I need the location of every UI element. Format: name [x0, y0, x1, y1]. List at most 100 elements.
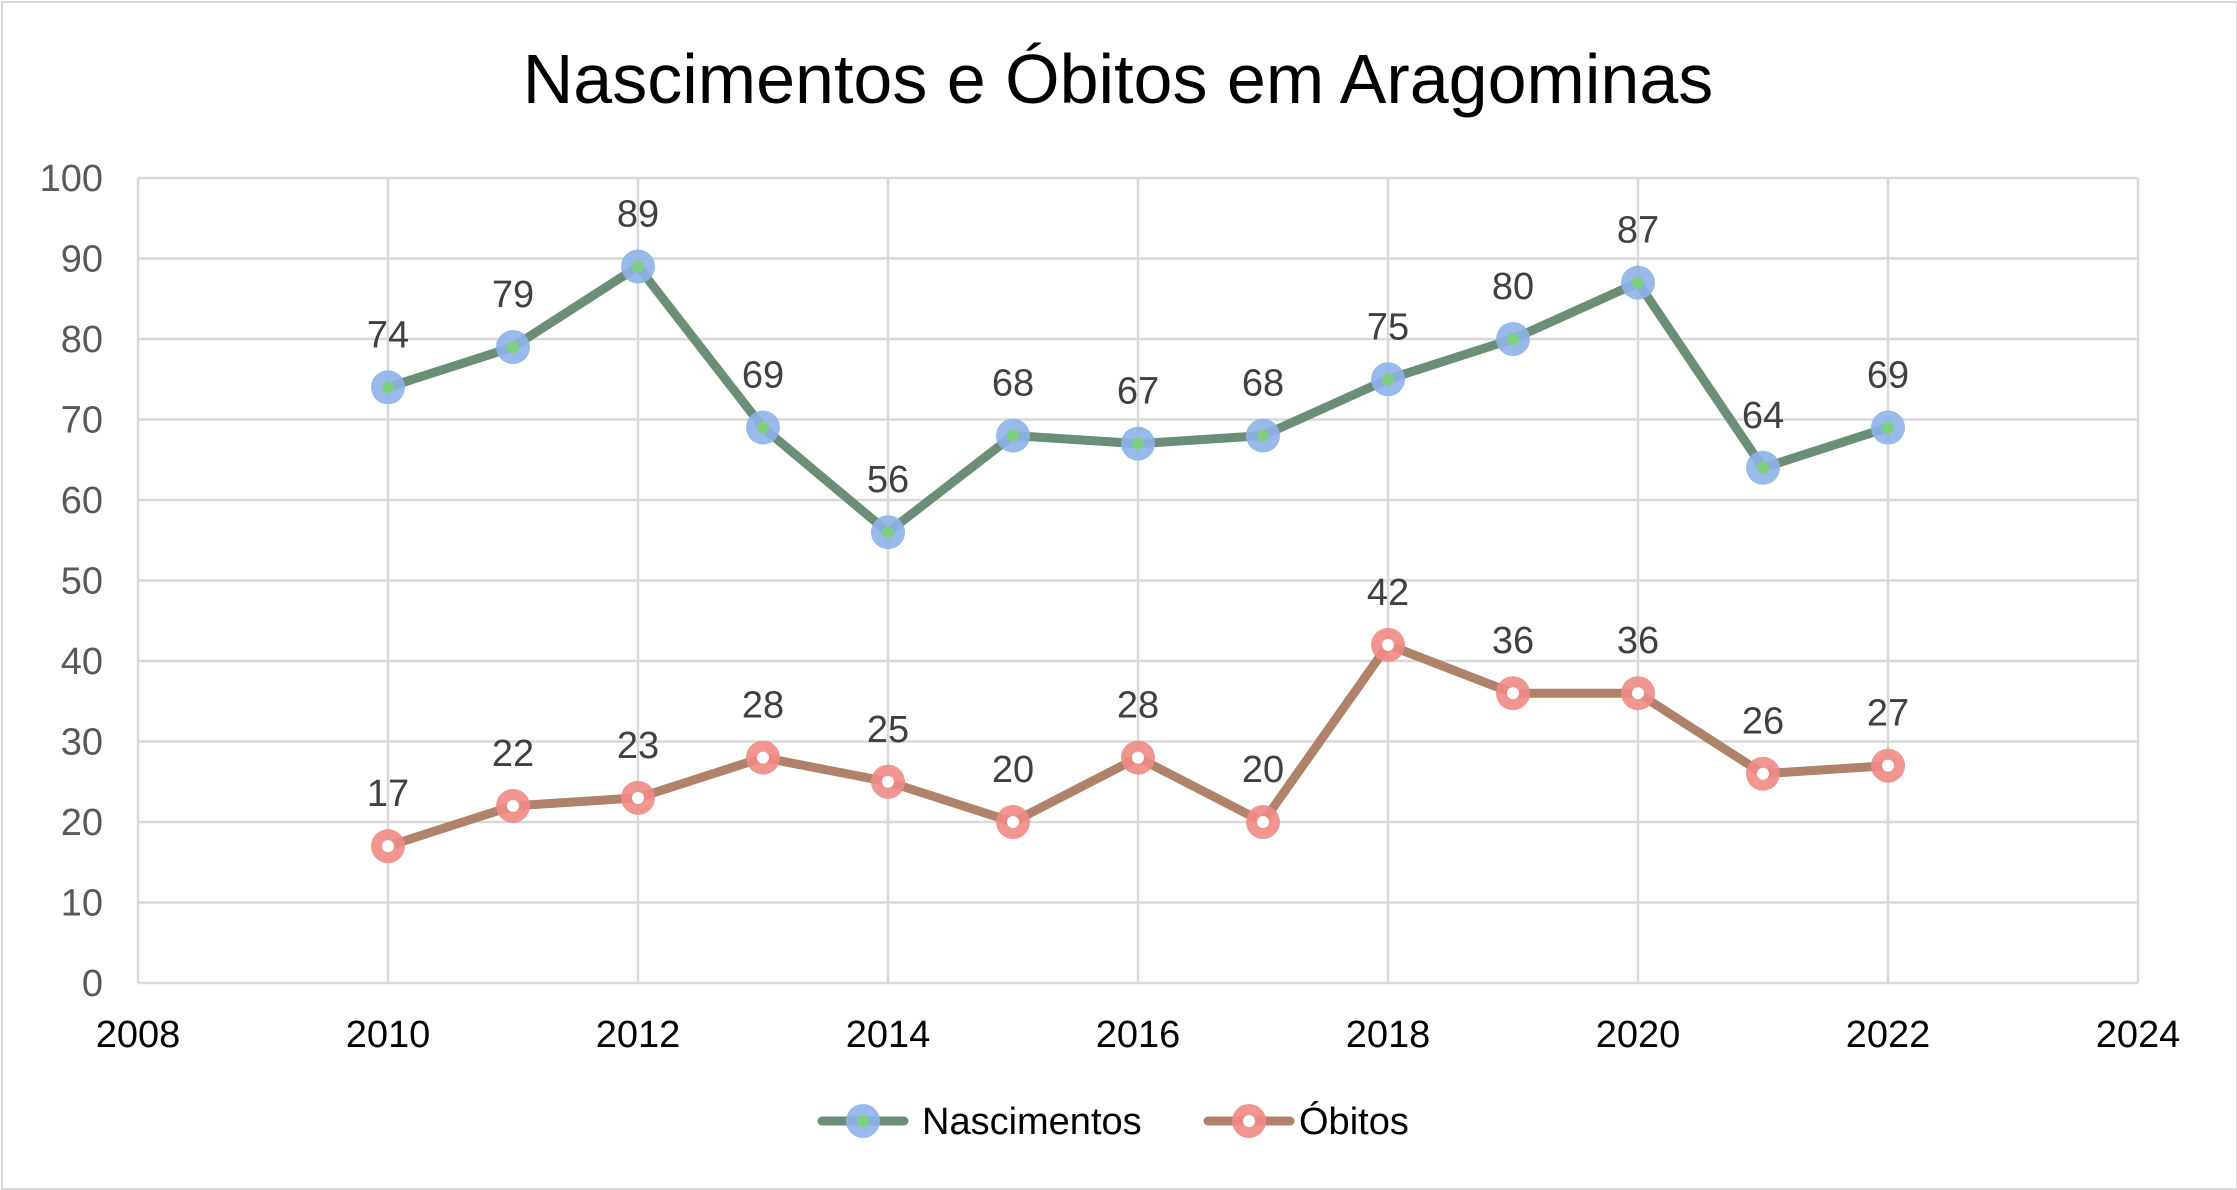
data-label: 75: [1367, 306, 1409, 348]
legend-marker-center: [1243, 1115, 1255, 1127]
data-point-óbitos: [1246, 805, 1280, 839]
x-tick-label: 2014: [846, 1014, 931, 1056]
chart-title: Nascimentos e Óbitos em Aragominas: [523, 40, 1714, 118]
marker-center: [757, 751, 769, 764]
marker-center: [1382, 638, 1394, 651]
data-point-óbitos: [1371, 627, 1405, 662]
marker-center: [1757, 767, 1769, 780]
data-label: 20: [992, 749, 1034, 791]
data-point-óbitos: [996, 805, 1030, 839]
marker-center: [1257, 816, 1269, 828]
data-label: 28: [742, 685, 784, 727]
data-point-óbitos: [746, 740, 780, 775]
marker-center: [507, 341, 519, 354]
marker-center: [632, 791, 644, 804]
data-point-nascimentos: [1121, 426, 1155, 461]
data-point-nascimentos: [871, 515, 905, 550]
data-point-nascimentos: [1246, 418, 1280, 453]
legend: Nascimentos Óbitos: [817, 1100, 1409, 1143]
x-tick-label: 2018: [1346, 1014, 1431, 1056]
data-point-nascimentos: [1871, 410, 1905, 445]
legend-item-óbitos: Óbitos: [1203, 1100, 1409, 1143]
data-label: 89: [617, 194, 659, 236]
data-label: 87: [1617, 210, 1659, 252]
data-point-óbitos: [621, 780, 655, 815]
data-point-óbitos: [871, 764, 905, 799]
data-point-nascimentos: [371, 370, 405, 405]
y-tick-label: 0: [82, 963, 103, 1005]
marker-center: [507, 799, 519, 812]
marker-center: [1632, 687, 1644, 700]
marker-center: [1132, 437, 1144, 450]
data-label: 68: [992, 363, 1034, 405]
data-label: 42: [1367, 572, 1409, 614]
data-point-nascimentos: [496, 330, 530, 365]
x-tick-label: 2010: [346, 1014, 431, 1056]
marker-center: [1382, 373, 1394, 386]
data-label: 26: [1742, 701, 1784, 743]
data-label: 80: [1492, 266, 1534, 308]
legend-label: Óbitos: [1299, 1100, 1409, 1143]
data-label: 36: [1492, 620, 1534, 662]
data-label: 25: [867, 709, 909, 751]
data-point-nascimentos: [746, 410, 780, 445]
data-label: 36: [1617, 620, 1659, 662]
data-point-nascimentos: [1496, 322, 1530, 356]
x-tick-label: 2012: [596, 1014, 681, 1056]
marker-center: [1507, 333, 1519, 345]
data-point-óbitos: [371, 829, 405, 864]
y-tick-label: 100: [40, 158, 103, 200]
data-point-nascimentos: [621, 249, 655, 284]
data-point-óbitos: [1121, 740, 1155, 775]
marker-center: [1007, 429, 1019, 442]
data-point-óbitos: [1746, 756, 1780, 791]
marker-center: [882, 526, 894, 539]
y-tick-label: 20: [61, 802, 103, 844]
legend-item-nascimentos: Nascimentos: [817, 1101, 1142, 1143]
data-point-nascimentos: [1621, 265, 1655, 300]
data-point-óbitos: [1621, 676, 1655, 711]
y-tick-label: 80: [61, 319, 103, 361]
data-label: 17: [367, 773, 409, 815]
y-tick-label: 30: [61, 722, 103, 764]
data-label: 79: [492, 274, 534, 316]
data-label: 64: [1742, 395, 1784, 437]
data-point-óbitos: [496, 788, 530, 823]
data-point-óbitos: [1871, 748, 1905, 783]
data-point-nascimentos: [996, 418, 1030, 453]
data-labels: 74 79 89 69 56 68 67 68 75 80 87 64 69 17 22 23 28 25 20 28…: [367, 194, 1909, 816]
data-point-óbitos: [1496, 676, 1530, 711]
data-point-nascimentos: [1746, 450, 1780, 485]
data-label: 56: [867, 459, 909, 501]
y-tick-label: 90: [61, 239, 103, 281]
marker-center: [1507, 687, 1519, 700]
x-tick-label: 2020: [1596, 1014, 1681, 1056]
data-label: 68: [1242, 363, 1284, 405]
y-tick-label: 10: [61, 883, 103, 925]
data-label: 69: [1867, 355, 1909, 397]
marker-center: [1007, 816, 1019, 828]
data-label: 67: [1117, 371, 1159, 413]
data-label: 20: [1242, 749, 1284, 791]
marker-center: [632, 260, 644, 273]
series-markers: [371, 249, 1905, 864]
marker-center: [382, 840, 394, 853]
data-label: 22: [492, 733, 534, 775]
marker-center: [1882, 759, 1894, 772]
y-tick-label: 50: [61, 561, 103, 603]
y-tick-label: 60: [61, 480, 103, 522]
marker-center: [1757, 461, 1769, 474]
marker-center: [1632, 276, 1644, 289]
legend-label: Nascimentos: [922, 1101, 1142, 1143]
y-tick-label: 40: [61, 641, 103, 683]
marker-center: [1132, 751, 1144, 764]
marker-center: [882, 775, 894, 788]
y-tick-label: 70: [61, 400, 103, 442]
marker-center: [382, 381, 394, 394]
axis-labels: 0 10 20 30 40 50 60 70 80 90 100 2008 2010 2012 2014 20…: [40, 158, 2181, 1056]
data-point-nascimentos: [1371, 362, 1405, 397]
data-label: 27: [1867, 693, 1909, 735]
data-label: 69: [742, 355, 784, 397]
